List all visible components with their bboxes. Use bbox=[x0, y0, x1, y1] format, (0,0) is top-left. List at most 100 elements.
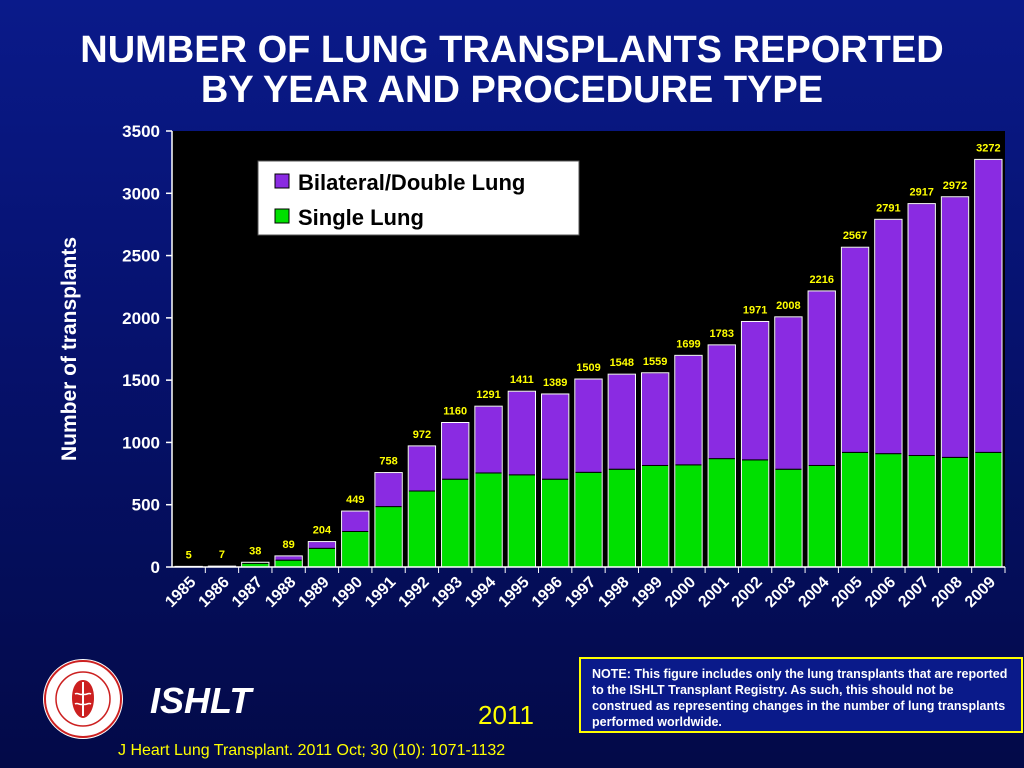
bar-single-lung bbox=[807, 464, 836, 568]
title-line-1: NUMBER OF LUNG TRANSPLANTS REPORTED bbox=[80, 29, 944, 71]
x-tick-label: 1997 bbox=[562, 574, 599, 611]
data-label-total: 2008 bbox=[776, 300, 800, 312]
x-tick-label: 2009 bbox=[962, 574, 999, 611]
bar-bilateral-lung bbox=[840, 246, 870, 453]
x-tick-label: 2001 bbox=[695, 574, 732, 611]
data-label-total: 758 bbox=[379, 456, 397, 468]
bar-single-lung bbox=[940, 456, 970, 568]
x-tick-label: 2000 bbox=[662, 574, 699, 611]
data-label-total: 1971 bbox=[743, 304, 767, 316]
lung-transplants-chart: 0 500 1000 1500 2000 2500 3000 3500 5 7 38 89 204 44… bbox=[58, 122, 1006, 611]
y-tick-label: 3500 bbox=[122, 122, 160, 141]
legend: Bilateral/Double Lung Single Lung bbox=[257, 160, 580, 236]
ishlt-logo bbox=[43, 659, 123, 739]
data-label-total: 2216 bbox=[809, 274, 833, 286]
data-label-total: 7 bbox=[219, 549, 225, 561]
x-tick-label: 2005 bbox=[829, 574, 866, 611]
x-tick-label: 1998 bbox=[595, 574, 632, 611]
x-tick-label: 1992 bbox=[396, 574, 433, 611]
citation: J Heart Lung Transplant. 2011 Oct; 30 (1… bbox=[118, 742, 506, 759]
data-label-total: 2917 bbox=[909, 187, 933, 199]
y-tick-label: 1500 bbox=[122, 371, 160, 390]
x-tick-label: 2002 bbox=[729, 574, 766, 611]
bar-bilateral-lung bbox=[507, 390, 537, 476]
bar-single-lung bbox=[274, 559, 303, 568]
data-label-total: 1411 bbox=[510, 374, 534, 386]
title-line-2: BY YEAR AND PROCEDURE TYPE bbox=[200, 69, 824, 111]
x-tick-label: 1986 bbox=[196, 574, 233, 611]
bar-single-lung bbox=[441, 478, 470, 568]
x-tick-label: 1993 bbox=[429, 574, 466, 611]
x-tick-label: 1989 bbox=[296, 574, 333, 611]
bar-single-lung bbox=[341, 530, 370, 568]
data-label-total: 1548 bbox=[610, 357, 634, 369]
data-label-total: 2972 bbox=[943, 180, 967, 192]
bar-bilateral-lung bbox=[574, 378, 603, 473]
y-tick-label: 500 bbox=[132, 496, 160, 515]
bar-bilateral-lung bbox=[341, 510, 370, 532]
legend-swatch-single bbox=[274, 208, 290, 224]
x-tick-label: 1995 bbox=[495, 574, 532, 611]
y-tick-label: 2000 bbox=[122, 309, 160, 328]
x-axis-ticks: 1985198619871988198919901991199219931994… bbox=[162, 567, 1006, 611]
note-box: NOTE: This figure includes only the lung… bbox=[579, 657, 1023, 733]
x-tick-label: 1991 bbox=[362, 574, 399, 611]
bar-bilateral-lung bbox=[407, 445, 437, 492]
legend-swatch-bilateral bbox=[274, 173, 290, 189]
data-label-total: 1509 bbox=[576, 362, 600, 374]
bar-single-lung bbox=[907, 455, 936, 568]
data-label-total: 1559 bbox=[643, 356, 667, 368]
bar-single-lung bbox=[307, 547, 337, 568]
data-label-total: 1783 bbox=[710, 328, 734, 340]
legend-label-bilateral: Bilateral/Double Lung bbox=[298, 170, 525, 195]
data-label-total: 2567 bbox=[843, 230, 867, 242]
bar-bilateral-lung bbox=[740, 320, 770, 461]
x-tick-label: 1996 bbox=[529, 574, 566, 611]
bar-single-lung bbox=[374, 506, 403, 568]
bar-bilateral-lung bbox=[674, 354, 703, 466]
legend-box bbox=[257, 160, 580, 236]
bar-bilateral-lung bbox=[774, 316, 803, 470]
y-axis-ticks: 0 500 1000 1500 2000 2500 3000 3500 bbox=[122, 122, 172, 577]
bar-bilateral-lung bbox=[274, 555, 303, 561]
bar-single-lung bbox=[674, 464, 703, 568]
data-label-total: 204 bbox=[313, 525, 332, 537]
x-tick-label: 1999 bbox=[629, 574, 666, 611]
bar-bilateral-lung bbox=[907, 203, 936, 457]
bar-bilateral-lung bbox=[974, 158, 1003, 453]
bar-single-lung bbox=[774, 468, 803, 568]
y-tick-label: 0 bbox=[151, 558, 160, 577]
bar-single-lung bbox=[607, 468, 636, 568]
x-tick-label: 1985 bbox=[162, 574, 199, 611]
data-label-total: 3272 bbox=[976, 142, 1000, 154]
bar-bilateral-lung bbox=[474, 405, 503, 474]
bar-bilateral-lung bbox=[441, 421, 470, 480]
x-tick-label: 1988 bbox=[262, 574, 299, 611]
bar-single-lung bbox=[507, 474, 537, 568]
bar-single-lung bbox=[840, 451, 870, 568]
x-tick-label: 1990 bbox=[329, 574, 366, 611]
bar-single-lung bbox=[407, 490, 437, 568]
page-title: NUMBER OF LUNG TRANSPLANTS REPORTED BY Y… bbox=[0, 30, 1024, 110]
data-label-total: 1291 bbox=[476, 389, 500, 401]
bar-bilateral-lung bbox=[640, 372, 670, 466]
bar-bilateral-lung bbox=[541, 393, 570, 480]
x-tick-label: 1987 bbox=[229, 574, 266, 611]
bar-single-lung bbox=[874, 453, 903, 568]
bar-bilateral-lung bbox=[707, 344, 736, 460]
data-label-total: 38 bbox=[249, 545, 261, 557]
x-tick-label: 2006 bbox=[862, 574, 899, 611]
x-tick-label: 2008 bbox=[929, 574, 966, 611]
bar-single-lung bbox=[474, 472, 503, 568]
x-tick-label: 2007 bbox=[895, 574, 932, 611]
y-tick-label: 3000 bbox=[122, 184, 160, 203]
data-label-total: 972 bbox=[413, 429, 431, 441]
data-label-total: 5 bbox=[186, 549, 192, 561]
bar-single-lung bbox=[707, 458, 736, 568]
y-axis-label: Number of transplants bbox=[58, 237, 81, 461]
bar-bilateral-lung bbox=[807, 290, 836, 466]
bar-bilateral-lung bbox=[940, 196, 970, 458]
data-label-total: 1699 bbox=[676, 338, 700, 350]
bar-bilateral-lung bbox=[607, 373, 636, 470]
bar-single-lung bbox=[640, 464, 670, 568]
